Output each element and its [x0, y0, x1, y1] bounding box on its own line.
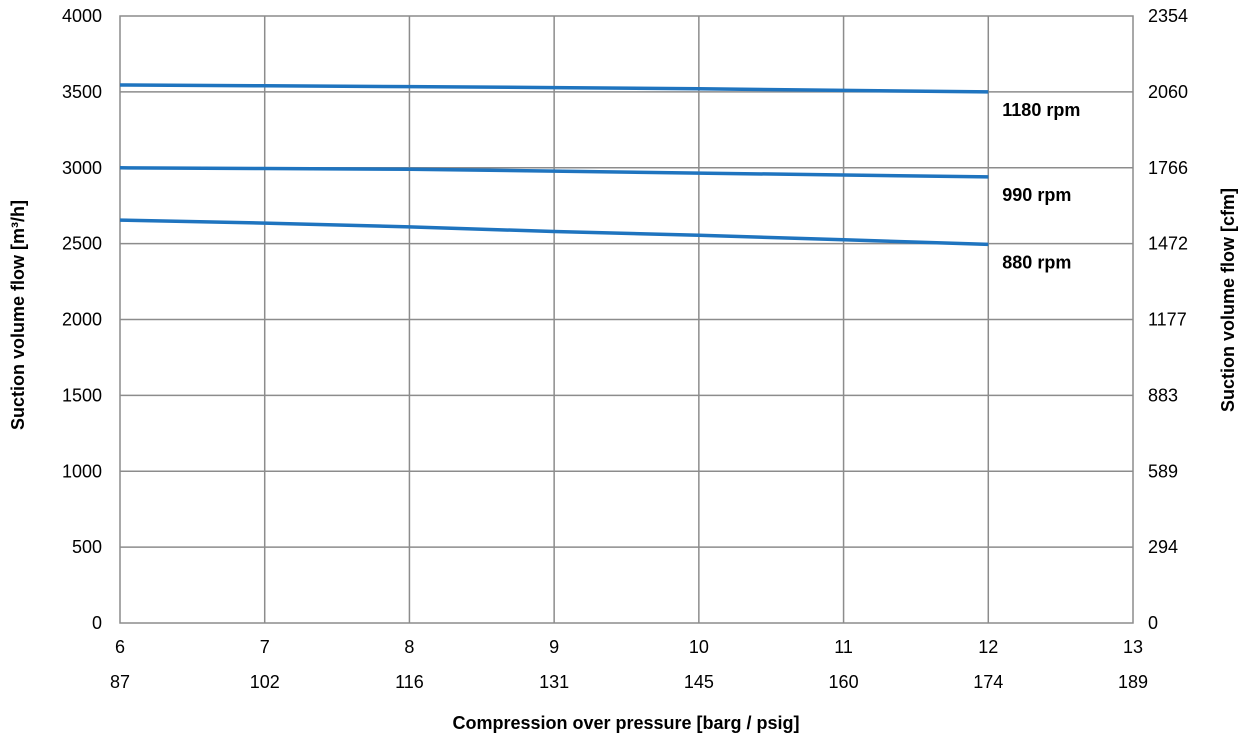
x-tick-label-psig: 160	[829, 672, 859, 692]
x-tick-label-barg: 9	[549, 637, 559, 657]
y-tick-label: 4000	[62, 6, 102, 26]
y2-tick-label: 1472	[1148, 234, 1188, 254]
y2-axis-title: Suction volume flow [cfm]	[1218, 188, 1238, 412]
x-axis-title: Compression over pressure [barg / psig]	[452, 713, 799, 733]
series-labels: 1180 rpm 990 rpm 880 rpm	[1002, 100, 1080, 273]
series-label: 1180 rpm	[1002, 100, 1080, 120]
y2-tick-label: 883	[1148, 385, 1178, 405]
grid	[119, 15, 1134, 624]
x-tick-label-psig: 145	[684, 672, 714, 692]
y2-tick-label: 1766	[1148, 158, 1188, 178]
tick-labels: 0 500 1000 1500 2000 2500 3000 3500 4000 0 294 589 8…	[62, 6, 1188, 692]
series-label: 880 rpm	[1002, 252, 1071, 272]
x-tick-label-barg: 7	[260, 637, 270, 657]
y-tick-label: 2000	[62, 310, 102, 330]
series-line	[119, 83, 989, 94]
y-tick-label: 3000	[62, 158, 102, 178]
y-tick-label: 1500	[62, 385, 102, 405]
y-tick-label: 2500	[62, 234, 102, 254]
x-tick-label-psig: 116	[395, 672, 424, 692]
y-tick-label: 0	[92, 613, 102, 633]
x-tick-label-barg: 6	[115, 637, 125, 657]
y2-tick-label: 2060	[1148, 82, 1188, 102]
x-tick-label-barg: 8	[404, 637, 414, 657]
series-line	[119, 218, 989, 247]
series-line	[119, 166, 989, 179]
y2-tick-label: 2354	[1148, 6, 1188, 26]
y-tick-label: 500	[72, 537, 102, 557]
x-tick-label-barg: 10	[689, 637, 709, 657]
series-label: 990 rpm	[1002, 185, 1071, 205]
x-tick-label-barg: 13	[1123, 637, 1143, 657]
x-tick-label-barg: 12	[978, 637, 998, 657]
y2-tick-label: 589	[1148, 461, 1178, 481]
y2-tick-label: 294	[1148, 537, 1178, 557]
y2-tick-label: 0	[1148, 613, 1158, 633]
series-lines	[119, 83, 989, 247]
y2-tick-label: 1177	[1148, 310, 1187, 330]
y-tick-label: 1000	[62, 461, 102, 481]
y-tick-label: 3500	[62, 82, 102, 102]
x-tick-label-psig: 102	[250, 672, 280, 692]
y-axis-title: Suction volume flow [m³/h]	[8, 200, 28, 430]
x-tick-label-psig: 87	[110, 672, 130, 692]
x-tick-label-psig: 131	[539, 672, 569, 692]
x-tick-label-barg: 11	[834, 637, 853, 657]
x-tick-label-psig: 174	[973, 672, 1003, 692]
x-tick-label-psig: 189	[1118, 672, 1148, 692]
